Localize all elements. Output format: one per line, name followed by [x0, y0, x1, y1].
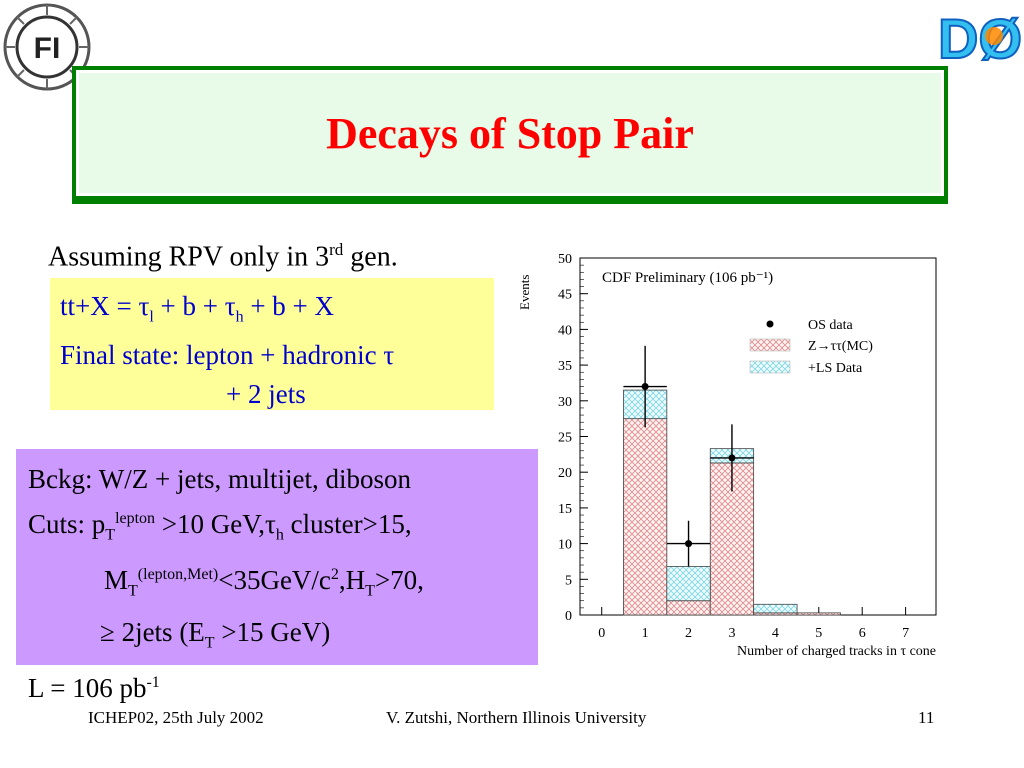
cuts-line-3: MT(lepton,Met)<35GeV/c2,HT>70, [28, 555, 538, 611]
footer-author: V. Zutshi, Northern Illinois University [386, 708, 647, 727]
y-tick-label: 30 [558, 395, 572, 410]
x-tick-label: 4 [772, 626, 779, 641]
y-tick-label: 15 [558, 502, 572, 517]
cuts-line-4-part-1: ≥ 2jets (E [100, 616, 205, 647]
cuts-line-2-part-2: >10 GeV,τ [155, 509, 276, 539]
os-data-point [728, 454, 736, 462]
title-banner-inner: Decays of Stop Pair [76, 70, 944, 196]
d0-logo: DØ [938, 6, 1022, 71]
x-tick-label: 3 [728, 626, 735, 641]
decay-line-1-part-3: + b + X [243, 291, 335, 321]
cuts-line-3-part-2: <35GeV/c [218, 565, 331, 596]
assumption-text: Assuming RPV only in 3rd gen. [48, 240, 398, 273]
x-tick-label: 5 [815, 626, 822, 641]
cuts-line-2-sub-2: h [275, 526, 284, 544]
y-tick-label: 20 [558, 466, 572, 481]
decay-line-1-sub-2: h [235, 308, 244, 326]
y-tick-label: 45 [558, 288, 572, 303]
y-tick-label: 5 [565, 573, 572, 588]
bar-mc [666, 600, 711, 616]
bar-ls [753, 603, 798, 614]
x-tick-label: 1 [642, 626, 649, 641]
x-tick-label: 0 [598, 626, 605, 641]
cuts-line-4-sub-1: T [204, 634, 215, 652]
cuts-line-5: L = 106 pb-1 [28, 663, 538, 708]
footer-page-number: 11 [918, 708, 935, 727]
legend-os-marker [766, 320, 774, 328]
cuts-line-5-sup-1: -1 [146, 674, 160, 692]
cuts-line-3-part-4: >70, [374, 565, 424, 596]
y-tick-label: 35 [558, 359, 572, 374]
legend-swatch [749, 338, 791, 352]
y-tick-label: 50 [558, 252, 572, 267]
cuts-line-3-sub-3: T [365, 582, 375, 600]
y-tick-label: 40 [558, 323, 572, 338]
cuts-line-2-sup-1: lepton [115, 510, 156, 527]
bar-ls [666, 566, 711, 602]
x-tick-label: 6 [859, 626, 866, 641]
decay-line-1: tt+X = τl + b + τh + b + X [60, 287, 484, 336]
cuts-line-5-part-1: L = 106 pb [28, 673, 147, 704]
bar-mc [796, 612, 841, 616]
cuts-line-2-sub-1: T [105, 526, 116, 544]
slide-title: Decays of Stop Pair [326, 108, 694, 158]
cuts-line-3-part-1: M [104, 565, 129, 596]
y-tick-label: 0 [565, 609, 572, 624]
legend-os-label: OS data [808, 318, 854, 333]
cuts-line-4: ≥ 2jets (ET >15 GeV) [28, 612, 538, 663]
decay-line-1-part-1: tt+X = τ [60, 291, 150, 321]
title-banner: Decays of Stop Pair [72, 66, 948, 204]
chart-title: CDF Preliminary (106 pb⁻¹) [602, 270, 773, 286]
y-tick-label: 10 [558, 538, 572, 553]
cuts-line-2: Cuts: pTlepton >10 GeV,τh cluster>15, [28, 499, 538, 555]
x-axis-label: Number of charged tracks in τ cone [737, 644, 936, 659]
legend-series-label: Z→ττ(MC) [808, 339, 873, 354]
fi-logo: FI [3, 3, 91, 91]
cuts-line-3-sub-1: T [128, 582, 138, 600]
os-data-point [641, 383, 649, 391]
cuts-line-2-part-1: Cuts: p [28, 509, 106, 539]
x-tick-label: 2 [685, 626, 692, 641]
decay-line-3: + 2 jets [226, 379, 306, 410]
cuts-line-3-sup-2: 2 [330, 566, 339, 584]
y-tick-label: 25 [558, 431, 572, 446]
cuts-line-4-part-2: >15 GeV) [214, 616, 331, 647]
tau-tracks-chart: 0 5 10 15 20 25 30 35 40 45 50 0 1 2 3 4 5 6 7 CDF Prelimin… [512, 240, 956, 668]
legend-series-label: +LS Data [808, 361, 863, 376]
bar-mc [623, 418, 668, 616]
cuts-line-3-part-3: ,H [338, 565, 366, 596]
assumption-pre: Assuming RPV only in 3 [48, 241, 330, 273]
x-tick-label: 7 [902, 626, 909, 641]
footer-conference: ICHEP02, 25th July 2002 [88, 708, 264, 727]
cuts-line-1: Bckg: W/Z + jets, multijet, diboson [28, 464, 411, 494]
d0-logo-text: DØ [938, 7, 1022, 70]
os-data-point [685, 540, 693, 548]
cuts-box: Bckg: W/Z + jets, multijet, diboson Cuts… [16, 449, 538, 703]
cuts-line-2-part-3: cluster>15, [283, 509, 412, 539]
decay-line-1-part-2: + b + τ [153, 291, 236, 321]
fi-logo-text: FI [34, 32, 61, 65]
decay-line-2: Final state: lepton + hadronic τ [60, 340, 395, 371]
legend-swatch [749, 360, 791, 374]
decay-line-1-sub-1: l [149, 308, 154, 326]
decay-box: tt+X = τl + b + τh + b + X Final state: … [50, 278, 494, 410]
assumption-post: gen. [343, 241, 398, 273]
assumption-sup: rd [329, 240, 344, 259]
y-axis-label: Events [517, 275, 532, 310]
cuts-line-3-sup-1: (lepton,Met) [137, 566, 219, 584]
